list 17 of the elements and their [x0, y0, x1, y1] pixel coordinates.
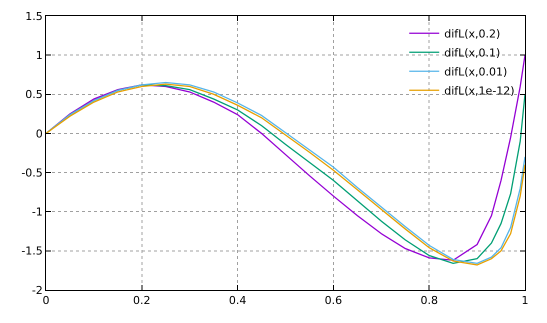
y-tick-label: 0.5	[25, 88, 43, 102]
x-tick-label: 0.8	[420, 294, 438, 308]
y-tick-label: -1.5	[21, 244, 43, 258]
legend-label: difL(x,0.2)	[444, 28, 500, 41]
y-tick-label: 0	[36, 127, 43, 140]
y-tick-label: -0.5	[21, 166, 43, 180]
legend-label: difL(x,0.1)	[444, 46, 500, 60]
y-tick-label: 1	[36, 48, 43, 62]
y-tick-label: -1	[32, 206, 43, 219]
y-tick-label: -2	[32, 284, 43, 297]
x-tick-label: 1	[522, 294, 528, 308]
legend-label: difL(x,1e-12)	[444, 84, 515, 98]
x-tick-label: 0.2	[133, 294, 151, 308]
x-tick-label: 0.6	[324, 294, 342, 308]
legend-label: difL(x,0.01)	[444, 66, 508, 79]
y-tick-label: 1.5	[25, 10, 43, 23]
x-tick-label: 0.4	[228, 294, 246, 308]
